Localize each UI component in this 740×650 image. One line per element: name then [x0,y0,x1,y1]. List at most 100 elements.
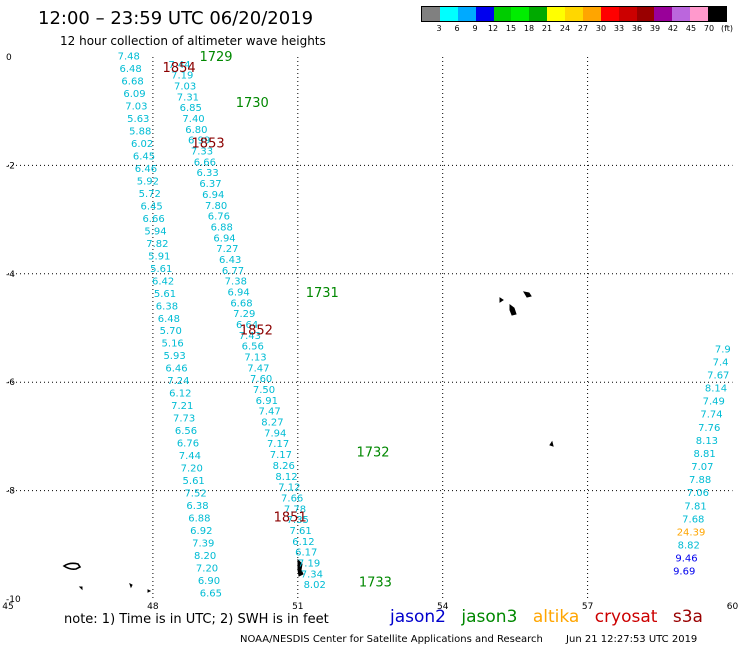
swh-value: 7.44 [168,60,190,71]
swh-value: 7.19 [171,71,193,82]
page-title: 12:00 – 23:59 UTC 06/20/2019 [38,8,314,29]
page-subtitle: 12 hour collection of altimeter wave hei… [60,34,326,48]
swh-value: 7.20 [181,464,203,475]
swh-value: 7.35 [287,515,309,526]
swh-value: 6.02 [131,139,153,150]
scale-swatch [690,7,708,21]
satellite-track-c: 7.9 7.4 7.67 8.14 7.49 7.74 7.76 8.13 8.81 7.07 7.… [673,344,731,577]
swh-value: 8.26 [273,461,295,472]
swh-value: 6.90 [198,576,220,587]
swh-value: 5.91 [148,251,170,262]
swh-value: 7.73 [173,414,195,425]
swh-value: 7.13 [244,353,266,364]
scale-swatch [708,7,726,21]
scale-label: 24 [559,24,571,33]
swh-value: 7.60 [250,374,272,385]
swh-value: 7.17 [267,439,289,450]
swh-value: 7.47 [258,407,280,418]
color-scale: 3 6 9 12 15 18 21 24 27 30 33 36 39 42 45 70 (ft) [421,6,733,36]
time-label-track-a: 1851 [274,511,307,526]
lat-tick-label: -6 [6,378,15,388]
scale-swatch [565,7,583,21]
scale-label: 33 [613,24,625,33]
swh-value: 6.65 [200,588,222,599]
swh-value: 6.92 [190,526,212,537]
swh-value: 7.39 [192,538,214,549]
lat-tick-label: -8 [6,487,15,497]
swh-value: 7.82 [146,239,168,250]
swh-value: 7.43 [239,331,261,342]
island-farquhar [297,558,304,577]
scale-label: 70 [703,24,715,33]
satellite-legend: jason2 jason3 altika cryosat s3a [390,607,713,627]
color-scale-swatches [421,6,727,22]
scale-swatch [493,7,512,21]
swh-value: 6.91 [256,396,278,407]
scale-label: 21 [541,24,553,33]
credit-text: NOAA/NESDIS Center for Satellite Applica… [240,634,543,645]
swh-value: 7.40 [182,114,204,125]
swh-value: 7.17 [270,450,292,461]
scale-swatch [582,7,601,21]
swh-value: 5.92 [137,176,159,187]
satellite-track-a: 7.486.486.686.097.035.635.886.026.456.46… [118,52,222,600]
scale-label: 45 [685,24,697,33]
satellite-track-b: 7.447.197.037.316.857.406.806.997.336.66… [168,60,326,591]
swh-value: 7.33 [191,147,213,158]
swh-value: 7.67 [707,371,729,382]
lon-tick-label: 51 [292,602,303,610]
swh-value: 6.64 [236,320,258,331]
scale-label: 30 [595,24,607,33]
scale-label: 36 [631,24,643,33]
swh-value: 5.94 [144,226,166,237]
scale-swatch [654,7,673,21]
pass-time-labels: 1854 1853 1852 1851 1729 1730 1731 1732 1733 [163,50,392,591]
swh-value: 8.14 [705,384,727,395]
wave-height-map[interactable]: 45 48 51 54 57 600-2-4-6-8-10 7.486.486.686.0… [0,0,740,610]
legend-altika: altika [532,607,580,627]
time-label-track-b: 1733 [359,576,392,591]
legend-jason3: jason3 [461,607,518,627]
lon-tick-label: 54 [437,602,449,610]
swh-value: 5.61 [183,476,205,487]
swh-value: 5.70 [160,326,182,337]
swh-value: 6.09 [123,89,145,100]
scale-label: 6 [454,24,460,33]
swh-value: 7.31 [177,92,199,103]
island-outlines [62,291,554,593]
lat-tick-label: -4 [6,270,15,280]
swh-value: 8.02 [304,580,326,591]
scale-label: 42 [667,24,679,33]
swh-value: 9.69 [673,567,695,578]
lon-tick-label: 57 [582,602,593,610]
swh-value: 7.29 [233,309,255,320]
map-grid [8,57,733,599]
scale-label: 18 [523,24,535,33]
swh-value: 8.12 [275,472,297,483]
swh-value: 6.76 [177,439,199,450]
swh-value: 6.80 [185,125,207,136]
swh-value: 7.20 [196,563,218,574]
lat-tick-label: -2 [6,161,15,171]
swh-value: 6.48 [120,64,142,75]
swh-value: 7.66 [281,493,303,504]
scale-label: 3 [436,24,442,33]
swh-value: 7.12 [278,483,300,494]
island-seychelles-a [499,291,532,316]
time-label-track-b: 1732 [356,446,389,461]
scale-swatch [422,7,440,21]
swh-value: 7.76 [698,423,720,434]
time-label-track-b: 1730 [236,96,269,111]
scale-swatch [457,7,476,21]
scale-swatch [600,7,619,21]
swh-value: 24.39 [677,527,706,538]
lon-tick-label: 45 [2,602,13,610]
island-small-b [78,440,554,593]
swh-value: 6.12 [169,389,191,400]
legend-jason2: jason2 [390,607,446,627]
swh-value: 6.88 [211,222,233,233]
scale-swatch [618,7,637,21]
scale-label: 12 [487,24,499,33]
scale-label: 15 [505,24,517,33]
island-aldabra [62,562,82,570]
